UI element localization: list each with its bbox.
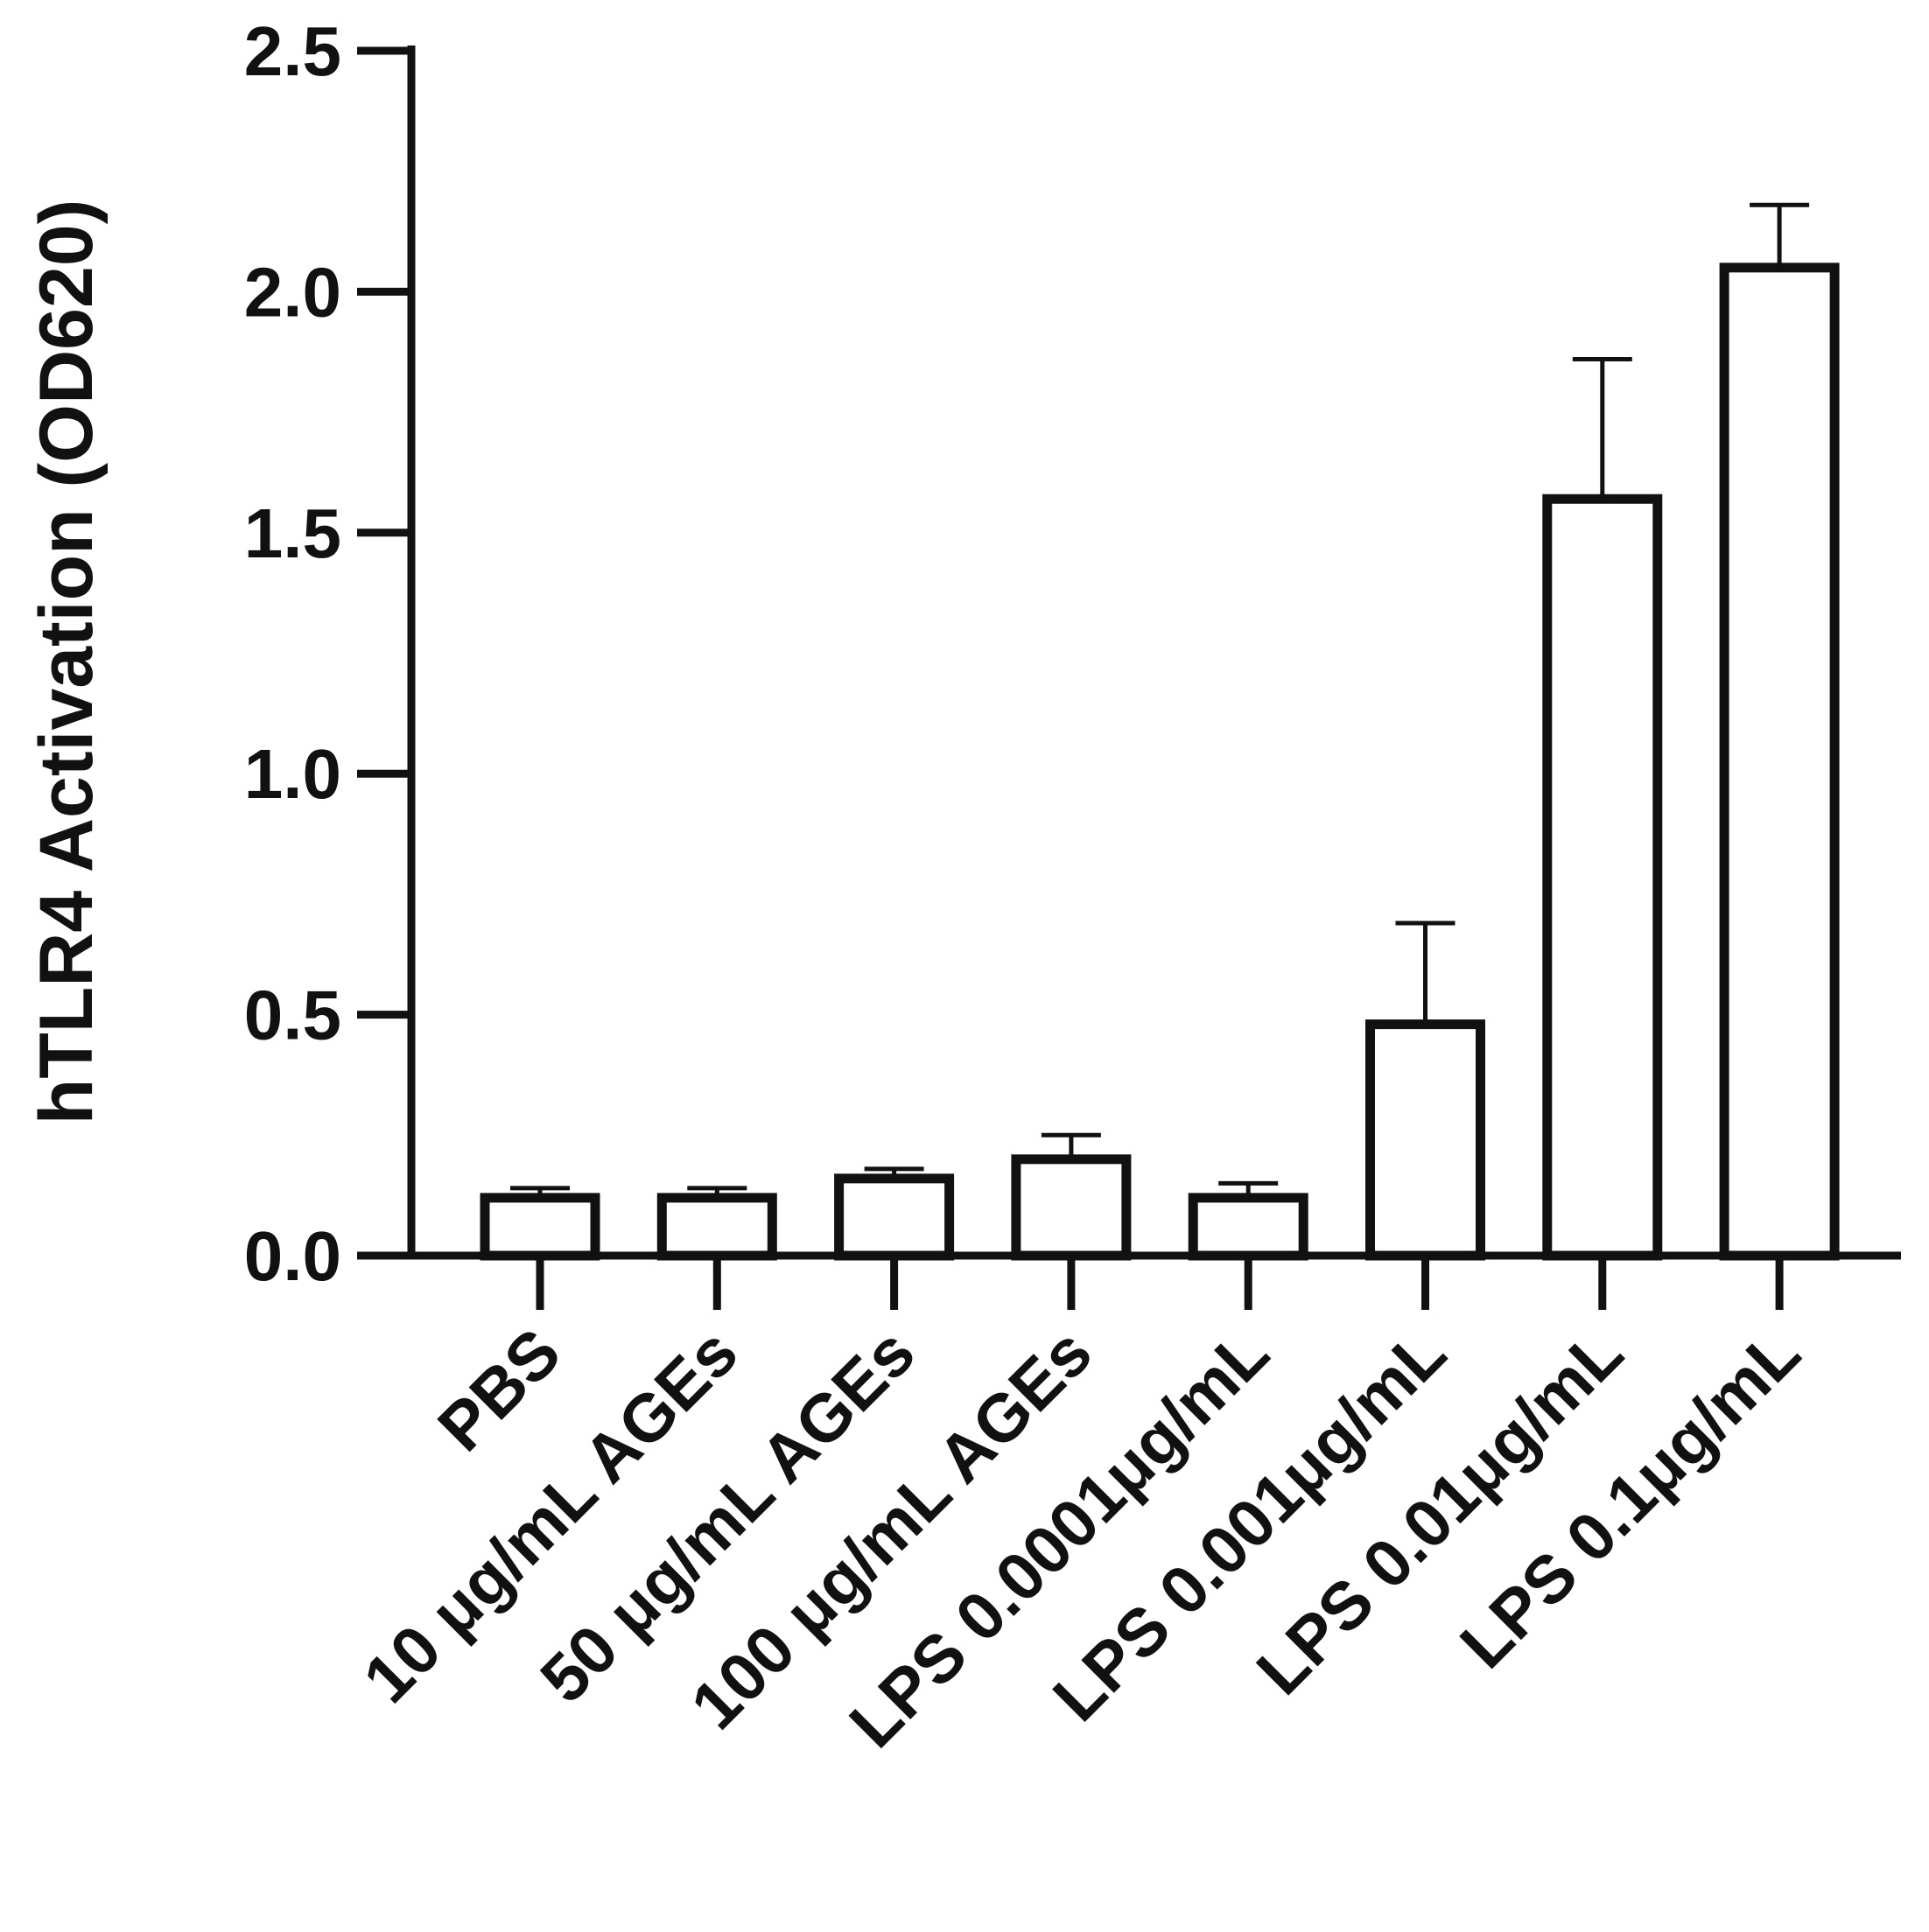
bar bbox=[834, 1173, 955, 1261]
bar bbox=[1011, 1154, 1132, 1261]
y-tick-label: 2.0 bbox=[244, 253, 341, 331]
bar bbox=[480, 1193, 600, 1261]
bar bbox=[1542, 494, 1663, 1261]
x-tick-label: PBS bbox=[424, 1314, 575, 1466]
axes-layer bbox=[357, 46, 1901, 1310]
error-bars-layer bbox=[510, 202, 1810, 1198]
y-axis-label: hTLR4 Activation (OD620) bbox=[25, 200, 109, 1125]
bar bbox=[1365, 1019, 1485, 1261]
bars-layer bbox=[480, 262, 1840, 1261]
bar bbox=[656, 1193, 777, 1261]
y-tick-label: 2.5 bbox=[244, 12, 341, 90]
y-tick-label: 0.5 bbox=[244, 976, 341, 1054]
bar bbox=[1188, 1193, 1308, 1261]
y-tick-label: 1.5 bbox=[244, 494, 341, 572]
y-tick-label: 1.0 bbox=[244, 735, 341, 813]
bar bbox=[1719, 262, 1840, 1261]
y-tick-label: 0.0 bbox=[244, 1217, 341, 1295]
